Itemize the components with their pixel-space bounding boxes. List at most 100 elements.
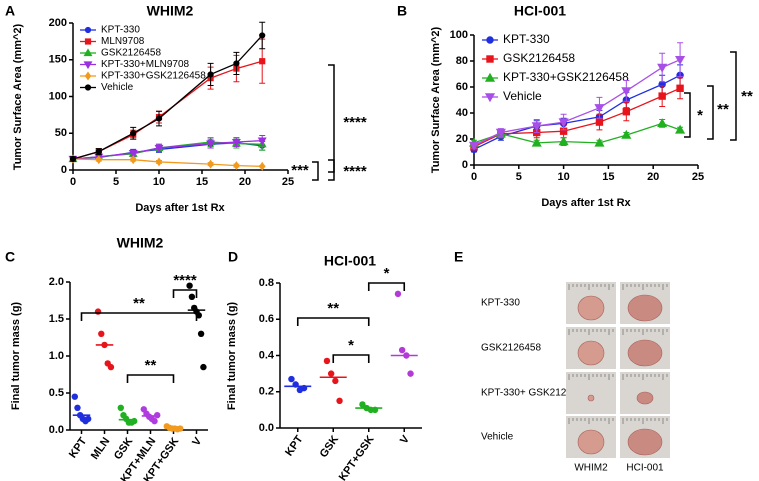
series-line bbox=[473, 87, 681, 148]
x-tick-label: 15 bbox=[196, 176, 208, 188]
significance-bracket bbox=[332, 354, 370, 363]
data-point bbox=[407, 370, 414, 377]
tumor bbox=[577, 295, 605, 321]
significance-label: * bbox=[348, 337, 354, 354]
marker bbox=[675, 124, 686, 134]
marker bbox=[657, 63, 668, 73]
marker bbox=[207, 71, 214, 78]
legend-marker bbox=[83, 48, 93, 57]
marker bbox=[658, 92, 666, 100]
data-point bbox=[394, 290, 402, 298]
legend-label: MLN9708 bbox=[101, 36, 145, 47]
chart-title: WHIM2 bbox=[147, 3, 194, 19]
significance-bracket bbox=[367, 282, 406, 291]
x-axis-label: Days after 1st Rx bbox=[541, 197, 631, 209]
x-axis-label: Days after 1st Rx bbox=[135, 202, 225, 214]
y-tick-label: 0.0 bbox=[259, 422, 274, 434]
significance-bracket bbox=[312, 161, 319, 181]
y-tick-label: 1.5 bbox=[49, 313, 64, 325]
y-axis-label: Final tumor mass (g) bbox=[10, 302, 22, 411]
data-point bbox=[94, 308, 102, 315]
significance-bracket bbox=[80, 312, 198, 321]
significance-label: **** bbox=[173, 272, 197, 289]
marker bbox=[69, 155, 77, 163]
significance-label: ** bbox=[133, 295, 145, 312]
marker bbox=[531, 137, 542, 147]
marker bbox=[155, 115, 163, 122]
x-tick-label: 5 bbox=[516, 171, 522, 183]
marker bbox=[621, 87, 632, 97]
x-tick-label: V bbox=[190, 435, 204, 448]
marker bbox=[233, 60, 240, 67]
marker bbox=[95, 148, 102, 155]
x-tick-label: 0 bbox=[70, 176, 76, 188]
marker bbox=[155, 157, 163, 167]
tumor bbox=[636, 391, 654, 405]
legend-label: KPT-330+GSK2126458 bbox=[503, 70, 629, 84]
significance-label: *** bbox=[291, 162, 309, 179]
data-point bbox=[398, 346, 406, 354]
y-tick-label: 0.0 bbox=[49, 424, 64, 436]
significance-label: ** bbox=[741, 88, 753, 105]
legend-marker bbox=[83, 61, 93, 70]
chart-title: HCI-001 bbox=[514, 3, 566, 19]
marker bbox=[675, 56, 686, 65]
legend-label: GSK2126458 bbox=[503, 51, 575, 65]
panel-label: A bbox=[5, 3, 15, 19]
x-tick-label: KPT bbox=[67, 435, 90, 460]
tumor bbox=[627, 339, 663, 367]
tumor bbox=[627, 294, 663, 322]
marker bbox=[259, 58, 266, 65]
significance-bracket bbox=[684, 92, 691, 138]
data-point bbox=[117, 404, 124, 411]
marker bbox=[207, 159, 214, 169]
legend-marker bbox=[84, 84, 92, 91]
x-tick-label: 10 bbox=[153, 176, 165, 188]
significance-bracket bbox=[707, 85, 714, 140]
data-point bbox=[323, 357, 331, 365]
significance-label: ** bbox=[145, 357, 157, 374]
chart-panel: D HCI-001 0.0 0.2 0.4 0.6 0.8 Final tumor mass … bbox=[226, 249, 422, 481]
marker bbox=[531, 122, 542, 132]
data-point bbox=[288, 375, 295, 383]
tumor bbox=[587, 394, 595, 402]
legend-label: Vehicle bbox=[503, 89, 542, 103]
x-tick-label: 10 bbox=[557, 171, 569, 183]
marker bbox=[206, 140, 216, 149]
y-tick-label: 0.8 bbox=[259, 277, 274, 289]
marker bbox=[129, 155, 137, 165]
x-tick-label: 20 bbox=[647, 171, 659, 183]
marker bbox=[558, 118, 569, 128]
x-tick-label: MLN bbox=[89, 435, 113, 461]
legend-label: GSK2126458 bbox=[101, 48, 161, 59]
y-tick-label: 60 bbox=[456, 81, 468, 93]
y-axis-label: Tumor Surface Area (mm^2) bbox=[12, 23, 24, 170]
legend-marker bbox=[84, 71, 92, 81]
x-tick-label: 15 bbox=[602, 171, 614, 183]
data-point bbox=[359, 401, 366, 408]
marker bbox=[558, 136, 569, 146]
marker bbox=[621, 129, 632, 139]
significance-bracket bbox=[172, 289, 198, 298]
legend-label: Vehicle bbox=[101, 82, 134, 93]
series-line bbox=[473, 59, 681, 147]
data-point bbox=[151, 417, 158, 425]
significance-bracket bbox=[328, 159, 335, 181]
series-line bbox=[473, 74, 681, 150]
row-label: KPT-330+ GSK2126458 bbox=[481, 388, 589, 399]
marker bbox=[595, 118, 604, 126]
y-tick-label: 50 bbox=[55, 127, 67, 139]
data-point bbox=[74, 404, 81, 411]
legend-marker bbox=[484, 72, 496, 82]
chart-title: HCI-001 bbox=[324, 253, 376, 269]
data-point bbox=[200, 363, 207, 371]
x-tick-label: 0 bbox=[471, 171, 477, 183]
y-tick-label: 40 bbox=[456, 107, 468, 119]
data-point bbox=[332, 377, 339, 385]
marker bbox=[95, 155, 103, 165]
y-tick-label: 100 bbox=[49, 90, 67, 102]
y-tick-label: 80 bbox=[456, 55, 468, 67]
x-tick-label: 25 bbox=[692, 171, 704, 183]
